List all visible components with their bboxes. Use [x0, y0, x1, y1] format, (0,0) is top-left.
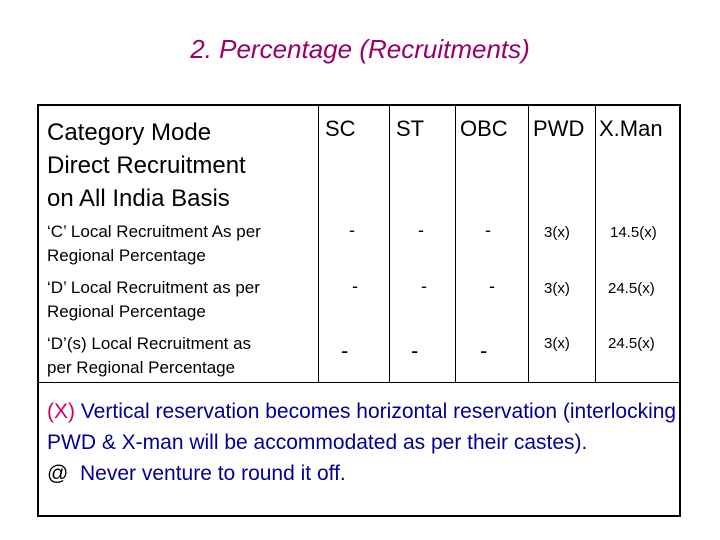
row-label: ‘D’ Local Recruitment as per Regional Pe…: [47, 276, 260, 324]
x-note-text: Vertical reservation becomes horizontal …: [47, 400, 677, 454]
horizontal-reservation-note: (X) Vertical reservation becomes horizon…: [47, 396, 677, 458]
row-label-line: ‘C’ Local Recruitment As per: [47, 222, 261, 241]
pwd-value: 3(x): [544, 335, 570, 352]
category-header-line: on All India Basis: [47, 185, 230, 212]
xman-header: X.Man: [599, 116, 663, 141]
row-label-line: Regional Percentage: [47, 302, 206, 321]
sc-header: SC: [325, 116, 356, 141]
st-value: -: [411, 338, 419, 363]
slide-title: 2. Percentage (Recruitments): [190, 34, 530, 64]
row-label-line: per Regional Percentage: [47, 358, 236, 377]
row-label-line: ‘D’(s) Local Recruitment as: [47, 334, 252, 353]
pwd-header: PWD: [533, 116, 585, 141]
sc-value: -: [349, 220, 355, 240]
column-divider: [455, 106, 456, 382]
sc-value: -: [352, 276, 358, 296]
category-header: Category Mode Direct Recruitment on All …: [47, 116, 246, 215]
reservation-notes: (X) Vertical reservation becomes horizon…: [47, 396, 677, 489]
sc-value: -: [341, 338, 349, 363]
at-marker: @: [47, 462, 69, 485]
category-header-line: Category Mode: [47, 119, 212, 146]
xman-value: 24.5(x): [608, 335, 655, 352]
column-divider: [389, 106, 390, 382]
obc-value: -: [489, 276, 495, 296]
table-bottom-divider: [39, 382, 679, 383]
xman-value: 24.5(x): [608, 280, 655, 297]
xman-value: 14.5(x): [610, 224, 657, 241]
column-divider: [318, 106, 319, 382]
category-header-line: Direct Recruitment: [47, 152, 246, 179]
rounding-note: @ Never venture to round it off.: [47, 458, 677, 489]
row-label-line: ‘D’ Local Recruitment as per: [47, 278, 260, 297]
x-marker: (X): [47, 400, 75, 423]
column-divider: [595, 106, 596, 382]
st-value: -: [418, 220, 424, 240]
column-divider: [528, 106, 529, 382]
obc-value: -: [480, 338, 488, 363]
recruitment-table: Category Mode Direct Recruitment on All …: [37, 104, 681, 517]
obc-value: -: [485, 220, 491, 240]
obc-header: OBC: [460, 116, 508, 141]
st-value: -: [421, 276, 427, 296]
pwd-value: 3(x): [544, 280, 570, 297]
row-label: ‘D’(s) Local Recruitment as per Regional…: [47, 332, 251, 380]
row-label-line: Regional Percentage: [47, 246, 206, 265]
rounding-note-text: Never venture to round it off.: [68, 462, 346, 485]
row-label: ‘C’ Local Recruitment As per Regional Pe…: [47, 220, 261, 268]
st-header: ST: [396, 116, 425, 141]
pwd-value: 3(x): [544, 224, 570, 241]
